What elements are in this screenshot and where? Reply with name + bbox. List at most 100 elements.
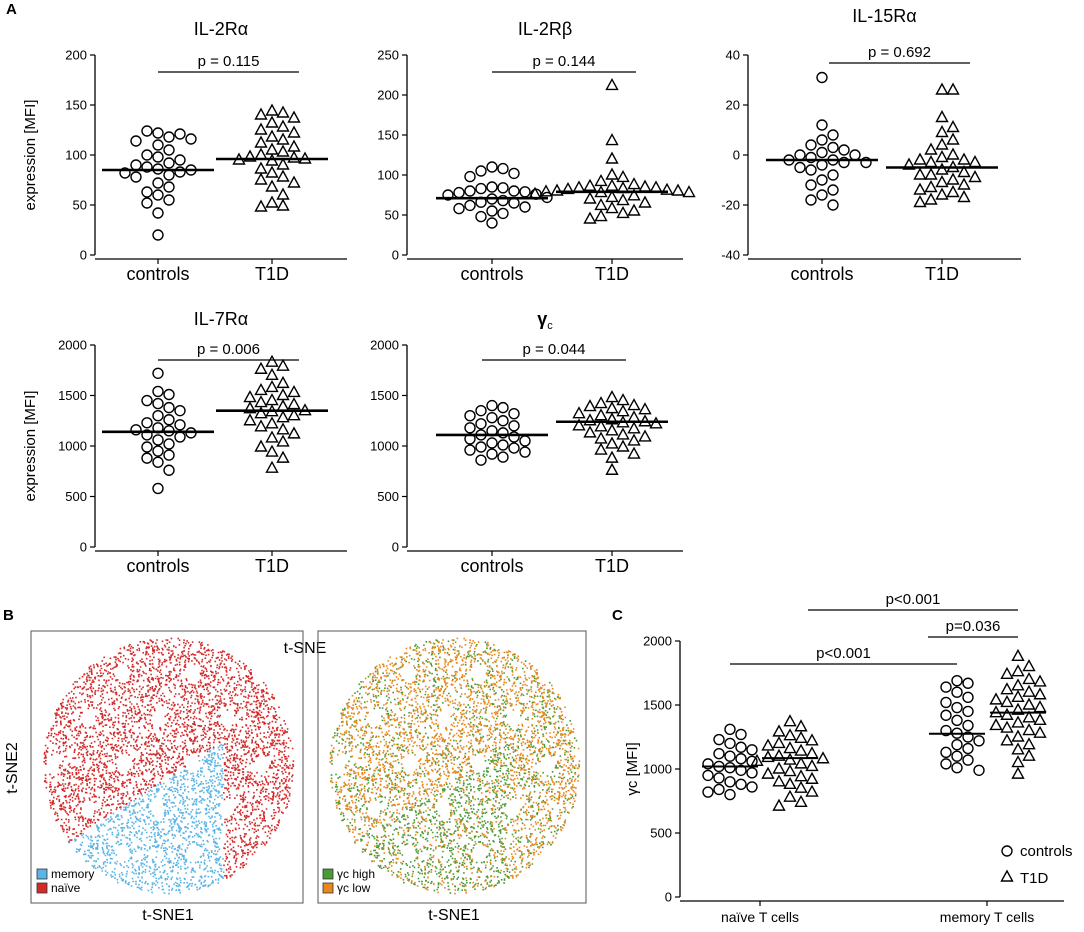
data-point — [475, 418, 487, 430]
data-point — [119, 167, 131, 179]
data-point — [163, 181, 175, 193]
data-point — [962, 677, 974, 689]
data-point — [1000, 707, 1014, 720]
tsne-dots-memory-naive — [43, 637, 295, 895]
data-point — [152, 482, 164, 495]
x-tick-label: controls — [126, 556, 189, 576]
x-tick-label: T1D — [595, 556, 629, 576]
data-point — [475, 441, 487, 453]
data-point — [276, 375, 290, 389]
data-point — [1022, 737, 1036, 750]
data-point — [827, 129, 839, 141]
data-point — [805, 164, 817, 176]
data-point — [962, 754, 974, 766]
tsne-ylabel: t-SNE2 — [4, 742, 21, 794]
data-point — [287, 426, 301, 439]
data-point — [794, 161, 806, 174]
data-point — [265, 103, 279, 116]
legend-swatch-naive — [36, 882, 48, 894]
data-point — [940, 709, 952, 721]
data-point — [583, 191, 597, 204]
data-point — [627, 188, 641, 201]
data-point — [940, 681, 952, 693]
data-point — [152, 445, 164, 457]
data-point — [713, 747, 725, 760]
data-point — [163, 131, 175, 143]
data-point — [616, 427, 630, 440]
y-tick-label: 20 — [726, 98, 740, 113]
data-point — [152, 207, 164, 219]
data-point — [528, 186, 542, 199]
data-point — [508, 431, 520, 443]
data-point — [989, 718, 1003, 731]
data-point — [594, 197, 608, 211]
data-point — [1033, 674, 1047, 687]
x-tick-label: T1D — [255, 264, 289, 284]
data-point — [174, 419, 186, 431]
data-point — [464, 444, 476, 456]
data-point — [265, 367, 279, 380]
data-point — [486, 217, 498, 229]
data-point — [605, 462, 619, 475]
legend-label-gammac-low: γc low — [337, 881, 371, 895]
data-point — [805, 733, 819, 746]
data-point — [924, 142, 938, 155]
data-point — [174, 154, 186, 166]
data-point — [935, 175, 949, 188]
data-point — [724, 750, 736, 762]
data-point — [152, 151, 164, 163]
data-point — [152, 127, 164, 139]
tsne-memory-cells — [68, 743, 225, 895]
data-point — [772, 798, 786, 811]
data-point — [946, 172, 960, 185]
y-tick-label: 500 — [377, 489, 399, 504]
data-point — [141, 197, 153, 209]
data-point — [962, 731, 974, 743]
data-point — [174, 128, 186, 140]
y-tick-label: 1000 — [370, 439, 399, 454]
data-point — [702, 758, 714, 770]
data-point — [276, 132, 290, 145]
data-point — [1000, 720, 1014, 733]
chart-title: γc — [537, 309, 553, 332]
data-point — [794, 769, 808, 782]
data-point — [746, 744, 758, 756]
data-point — [572, 180, 586, 193]
tsne-panel: t-SNE t-SNE2 t-SNE1 t-SNE1 memory naïve … — [4, 630, 587, 924]
data-point — [794, 743, 808, 756]
data-point — [957, 177, 971, 190]
data-point — [265, 115, 279, 128]
data-point — [783, 741, 797, 754]
data-point — [276, 450, 290, 463]
data-point — [152, 367, 164, 379]
data-point — [497, 207, 509, 220]
y-tick-label: 500 — [650, 826, 672, 841]
y-tick-label: 0 — [80, 540, 87, 555]
x-tick-label: naïve T cells — [721, 909, 799, 925]
legend-swatch-gammac-high — [322, 868, 334, 880]
data-point — [838, 156, 850, 169]
data-point — [486, 181, 498, 193]
data-point — [951, 762, 963, 774]
data-point — [254, 107, 268, 120]
data-point — [163, 144, 175, 156]
data-point — [265, 195, 279, 208]
data-point — [594, 396, 608, 409]
data-point — [605, 436, 619, 449]
data-point — [605, 151, 619, 164]
data-point — [130, 171, 142, 183]
data-point — [816, 174, 828, 186]
data-point — [561, 181, 575, 195]
chart-il7ra: 0 500 1000 1500 2000 controls T1D IL-7Rα express… — [22, 309, 347, 576]
data-point — [464, 170, 476, 183]
data-point — [605, 201, 619, 214]
data-point — [497, 182, 509, 194]
data-point — [935, 150, 949, 163]
data-point — [1022, 671, 1036, 685]
data-point — [849, 149, 861, 161]
data-point — [265, 416, 279, 429]
data-point — [464, 185, 476, 197]
data-point — [497, 427, 509, 439]
data-point — [583, 413, 597, 426]
data-point — [1011, 755, 1025, 768]
